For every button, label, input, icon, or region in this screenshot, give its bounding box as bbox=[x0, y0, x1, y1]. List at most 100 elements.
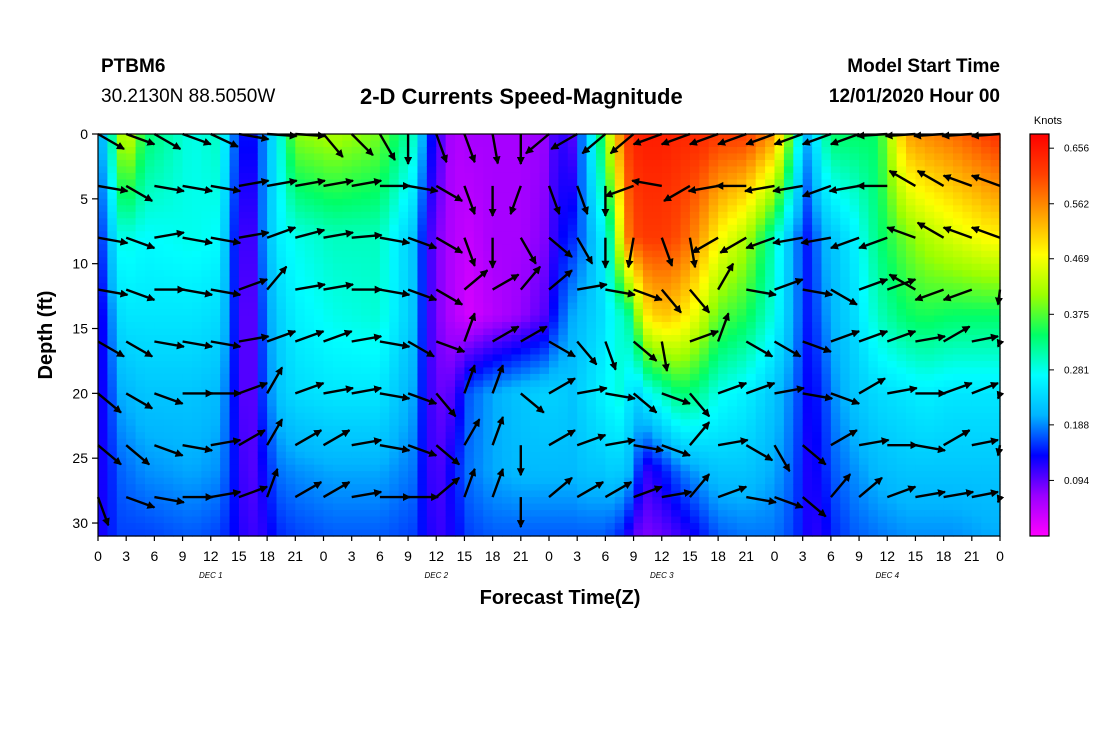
heat-cell bbox=[464, 438, 475, 446]
heat-cell bbox=[567, 471, 578, 479]
heat-cell bbox=[840, 218, 851, 226]
heat-cell bbox=[436, 529, 447, 537]
heat-cell bbox=[642, 412, 653, 420]
heat-cell bbox=[351, 276, 362, 284]
heat-cell bbox=[483, 218, 494, 226]
heat-cell bbox=[182, 386, 193, 394]
heat-cell bbox=[849, 166, 860, 174]
heat-cell bbox=[736, 276, 747, 284]
heat-cell bbox=[652, 153, 663, 161]
heat-cell bbox=[605, 464, 616, 472]
heat-cell bbox=[351, 425, 362, 433]
heat-cell bbox=[718, 347, 729, 356]
heat-cell bbox=[107, 373, 118, 381]
heat-cell bbox=[201, 296, 212, 304]
heat-cell bbox=[483, 367, 494, 375]
heat-cell bbox=[802, 276, 813, 284]
heat-cell bbox=[201, 503, 212, 511]
heat-cell bbox=[267, 159, 278, 168]
heat-cell bbox=[220, 412, 231, 420]
heat-cell bbox=[257, 140, 268, 148]
heat-cell bbox=[182, 412, 193, 420]
heat-cell bbox=[812, 503, 823, 511]
heat-cell bbox=[765, 192, 776, 200]
heat-cell bbox=[783, 425, 794, 433]
heat-cell bbox=[840, 386, 851, 394]
heat-cell bbox=[398, 146, 409, 155]
heat-cell bbox=[323, 419, 334, 427]
heat-cell bbox=[361, 484, 372, 492]
heat-cell bbox=[520, 484, 531, 492]
heat-cell bbox=[652, 406, 663, 414]
heat-cell bbox=[830, 283, 841, 291]
heat-cell bbox=[323, 451, 334, 459]
heat-cell bbox=[398, 302, 409, 310]
heat-cell bbox=[567, 445, 578, 453]
heat-cell bbox=[746, 523, 757, 531]
heat-cell bbox=[793, 341, 804, 349]
heat-cell bbox=[116, 257, 127, 265]
heat-cell bbox=[736, 490, 747, 498]
heat-cell bbox=[314, 523, 325, 531]
heat-cell bbox=[549, 153, 559, 161]
heat-cell bbox=[595, 516, 606, 524]
heat-cell bbox=[755, 179, 766, 187]
heat-cell bbox=[370, 134, 381, 142]
heat-cell bbox=[154, 347, 165, 356]
heat-cell bbox=[229, 516, 240, 524]
heat-cell bbox=[248, 497, 259, 505]
heat-cell bbox=[295, 484, 306, 492]
heat-cell bbox=[295, 309, 306, 317]
heat-cell bbox=[361, 419, 372, 427]
heat-cell bbox=[220, 335, 231, 343]
heat-cell bbox=[567, 205, 578, 213]
heat-cell bbox=[426, 146, 437, 155]
heat-cell bbox=[558, 490, 569, 498]
heat-cell bbox=[483, 309, 494, 317]
heat-cell bbox=[238, 244, 249, 252]
heat-cell bbox=[783, 205, 794, 213]
heat-cell bbox=[426, 250, 437, 258]
heat-cell bbox=[445, 451, 456, 459]
heat-cell bbox=[577, 166, 588, 174]
heat-cell bbox=[736, 283, 747, 291]
heat-cell bbox=[727, 510, 738, 518]
heat-cell bbox=[539, 250, 550, 258]
heat-cell bbox=[257, 419, 268, 427]
heat-cell bbox=[812, 523, 823, 531]
heat-cell bbox=[652, 510, 663, 518]
heat-cell bbox=[812, 322, 823, 330]
heat-cell bbox=[624, 270, 635, 278]
heat-cell bbox=[210, 257, 221, 265]
heat-cell bbox=[116, 134, 127, 142]
heat-cell bbox=[736, 192, 747, 200]
heat-cell bbox=[483, 347, 494, 356]
heat-cell bbox=[304, 309, 315, 317]
heat-cell bbox=[323, 250, 334, 258]
heat-cell bbox=[539, 159, 550, 168]
heat-cell bbox=[473, 283, 484, 291]
heat-cell bbox=[351, 257, 362, 265]
heat-cell bbox=[755, 438, 766, 446]
heat-cell bbox=[98, 458, 108, 466]
heat-cell bbox=[426, 140, 437, 148]
heat-cell bbox=[426, 341, 437, 349]
heat-cell bbox=[802, 380, 813, 388]
heat-cell bbox=[680, 198, 691, 206]
heat-cell bbox=[445, 270, 456, 278]
heat-cell bbox=[417, 250, 428, 258]
heat-cell bbox=[144, 373, 155, 381]
heat-cell bbox=[708, 198, 719, 206]
heat-cell bbox=[680, 386, 691, 394]
heat-cell bbox=[210, 412, 221, 420]
heat-cell bbox=[727, 302, 738, 310]
heat-cell bbox=[812, 205, 823, 213]
heat-cell bbox=[614, 211, 625, 219]
heat-cell bbox=[783, 451, 794, 459]
heat-cell bbox=[351, 393, 362, 401]
heat-cell bbox=[689, 367, 700, 375]
heat-cell bbox=[201, 354, 212, 362]
heat-cell bbox=[614, 231, 625, 239]
heat-cell bbox=[755, 529, 766, 537]
heat-cell bbox=[530, 510, 541, 518]
